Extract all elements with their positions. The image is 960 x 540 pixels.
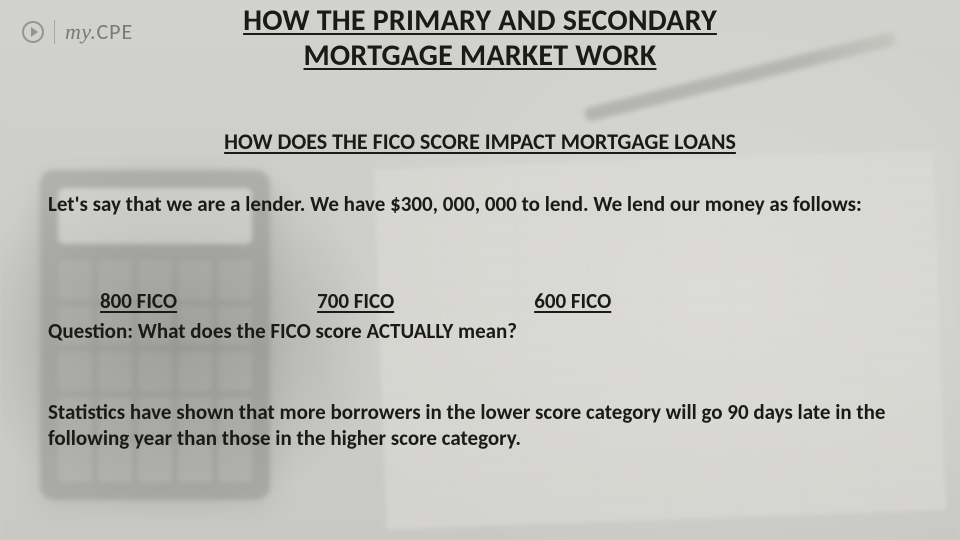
slide-content: my.CPE HOW THE PRIMARY AND SECONDARY MOR… [0, 0, 960, 540]
fico-800: 800 FICO [100, 288, 177, 314]
title-line-1: HOW THE PRIMARY AND SECONDARY [243, 2, 717, 39]
slide-subtitle: HOW DOES THE FICO SCORE IMPACT MORTGAGE … [0, 128, 960, 155]
slide-title: HOW THE PRIMARY AND SECONDARY MORTGAGE M… [0, 4, 960, 73]
intro-paragraph: Let's say that we are a lender. We have … [48, 192, 912, 218]
fico-700: 700 FICO [317, 288, 394, 314]
fico-600: 600 FICO [534, 288, 611, 314]
stats-paragraph: Statistics have shown that more borrower… [48, 400, 912, 451]
question-paragraph: Question: What does the FICO score ACTUA… [48, 318, 912, 344]
title-line-2: MORTGAGE MARKET WORK [304, 37, 657, 74]
fico-score-row: 800 FICO 700 FICO 600 FICO [100, 288, 611, 314]
